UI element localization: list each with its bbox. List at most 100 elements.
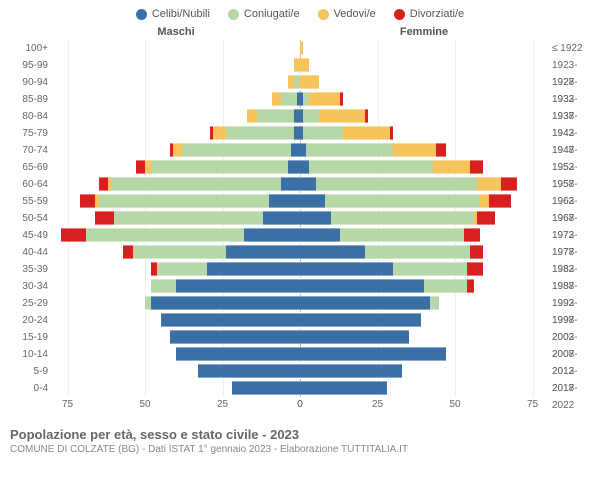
segment bbox=[331, 211, 474, 225]
pyramid-row bbox=[52, 177, 548, 191]
segment bbox=[111, 177, 282, 191]
chart-subtitle: COMUNE DI COLZATE (BG) - Dati ISTAT 1° g… bbox=[10, 444, 596, 455]
male-bar bbox=[52, 143, 300, 157]
segment bbox=[300, 160, 309, 174]
segment bbox=[306, 143, 393, 157]
male-bar bbox=[52, 177, 300, 191]
age-label: 25-29 bbox=[4, 295, 52, 312]
birth-label: 1978-1982 bbox=[548, 244, 596, 261]
pyramid-row bbox=[52, 194, 548, 208]
segment bbox=[300, 177, 316, 191]
age-label: 20-24 bbox=[4, 312, 52, 329]
legend-item: Divorziati/e bbox=[394, 8, 464, 20]
birth-label: 1933-1937 bbox=[548, 91, 596, 108]
segment bbox=[173, 143, 182, 157]
segment bbox=[123, 245, 132, 259]
segment bbox=[300, 279, 424, 293]
segment bbox=[244, 228, 300, 242]
x-tick: 50 bbox=[449, 399, 460, 410]
segment bbox=[80, 194, 96, 208]
female-bar bbox=[300, 126, 548, 140]
male-bar bbox=[52, 92, 300, 106]
segment bbox=[99, 194, 270, 208]
age-label: 70-74 bbox=[4, 142, 52, 159]
female-bar bbox=[300, 41, 548, 55]
male-bar bbox=[52, 58, 300, 72]
pyramid-row bbox=[52, 245, 548, 259]
birth-label: 1958-1962 bbox=[548, 176, 596, 193]
gender-headers: Maschi Femmine bbox=[4, 26, 596, 38]
age-label: 75-79 bbox=[4, 125, 52, 142]
birth-label: 2008-2012 bbox=[548, 346, 596, 363]
segment bbox=[300, 381, 387, 395]
segment bbox=[281, 177, 300, 191]
segment bbox=[300, 58, 309, 72]
x-tick: 25 bbox=[217, 399, 228, 410]
pyramid-row bbox=[52, 41, 548, 55]
segment bbox=[263, 211, 300, 225]
x-tick: 25 bbox=[372, 399, 383, 410]
header-male: Maschi bbox=[52, 26, 300, 38]
age-label: 55-59 bbox=[4, 193, 52, 210]
swatch-icon bbox=[136, 9, 147, 20]
segment bbox=[309, 160, 433, 174]
segment bbox=[151, 160, 287, 174]
pyramid-row bbox=[52, 296, 548, 310]
x-tick: 50 bbox=[139, 399, 150, 410]
pyramid-row bbox=[52, 347, 548, 361]
legend: Celibi/NubiliConiugati/eVedovi/eDivorzia… bbox=[4, 8, 596, 20]
segment bbox=[300, 313, 421, 327]
birth-label: 2003-2007 bbox=[548, 329, 596, 346]
segment bbox=[300, 364, 402, 378]
segment bbox=[151, 296, 300, 310]
segment bbox=[176, 347, 300, 361]
age-label: 0-4 bbox=[4, 380, 52, 397]
birth-label: 2013-2017 bbox=[548, 363, 596, 380]
segment bbox=[269, 194, 300, 208]
segment bbox=[433, 160, 470, 174]
swatch-icon bbox=[318, 9, 329, 20]
pyramid-row bbox=[52, 143, 548, 157]
segment bbox=[300, 211, 331, 225]
age-label: 35-39 bbox=[4, 261, 52, 278]
segment bbox=[365, 245, 470, 259]
segment bbox=[95, 211, 114, 225]
age-label: 45-49 bbox=[4, 227, 52, 244]
swatch-icon bbox=[228, 9, 239, 20]
pyramid-row bbox=[52, 160, 548, 174]
segment bbox=[477, 211, 496, 225]
birth-label: 1983-1987 bbox=[548, 261, 596, 278]
birth-label: 1948-1952 bbox=[548, 142, 596, 159]
birth-label: 1928-1932 bbox=[548, 74, 596, 91]
pyramid-row bbox=[52, 109, 548, 123]
chart-zone: Fasce di età Anni di nascita 100+95-9990… bbox=[4, 40, 596, 417]
male-bar bbox=[52, 296, 300, 310]
segment bbox=[390, 126, 393, 140]
segment bbox=[477, 177, 502, 191]
segment bbox=[226, 126, 294, 140]
birth-label: 1938-1942 bbox=[548, 108, 596, 125]
segment bbox=[247, 109, 256, 123]
pyramid-row bbox=[52, 279, 548, 293]
segment bbox=[340, 228, 464, 242]
pyramid-row bbox=[52, 75, 548, 89]
male-bar bbox=[52, 211, 300, 225]
swatch-icon bbox=[394, 9, 405, 20]
pyramid-row bbox=[52, 381, 548, 395]
segment bbox=[86, 228, 244, 242]
segment bbox=[309, 92, 340, 106]
male-bar bbox=[52, 109, 300, 123]
segment bbox=[207, 262, 300, 276]
segment bbox=[226, 245, 300, 259]
segment bbox=[300, 347, 446, 361]
segment bbox=[291, 143, 300, 157]
birth-label: 1943-1947 bbox=[548, 125, 596, 142]
birth-label: 1953-1957 bbox=[548, 159, 596, 176]
legend-item: Celibi/Nubili bbox=[136, 8, 210, 20]
female-bar bbox=[300, 313, 548, 327]
male-bar bbox=[52, 381, 300, 395]
segment bbox=[436, 143, 445, 157]
age-label: 95-99 bbox=[4, 57, 52, 74]
segment bbox=[467, 279, 473, 293]
segment bbox=[114, 211, 263, 225]
